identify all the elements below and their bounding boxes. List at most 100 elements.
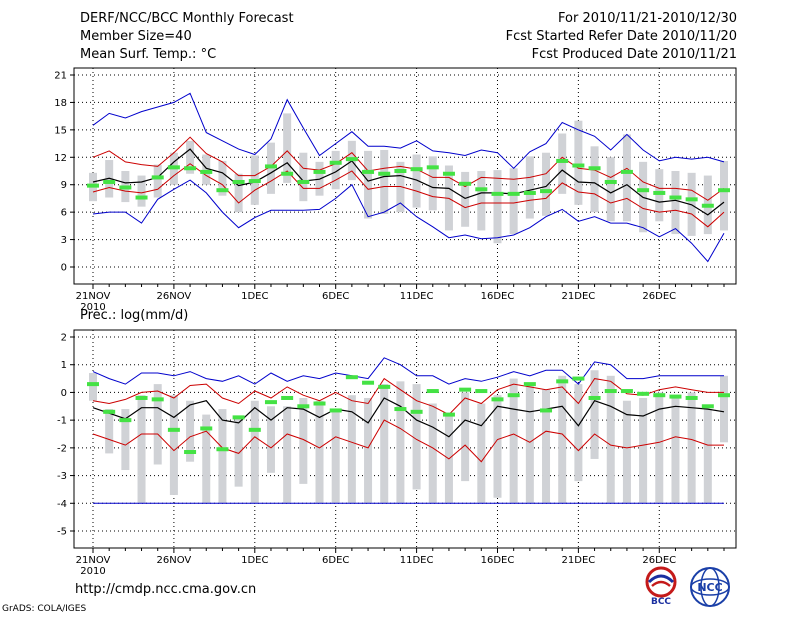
prec-median-marker <box>604 389 617 394</box>
prec-median-marker <box>620 389 633 394</box>
prec-median-marker <box>135 395 148 400</box>
prec-median-marker <box>491 397 504 402</box>
temp-median-marker <box>103 179 116 184</box>
temp-xtick-label: 21NOV <box>76 291 111 302</box>
prec-member-bar <box>315 400 324 504</box>
prec-median-marker <box>151 397 164 402</box>
prec-median-marker <box>653 393 666 398</box>
temp-median-marker <box>394 169 407 173</box>
temp-member-bar <box>558 133 567 194</box>
prec-year-label: 2010 <box>80 566 105 577</box>
prec-member-bar <box>493 395 502 498</box>
temp-member-bar <box>218 160 227 196</box>
prec-ytick-label: -3 <box>57 471 67 482</box>
temp-median-marker <box>167 165 180 170</box>
temp-median-marker <box>637 188 650 193</box>
temp-member-bar <box>380 149 389 214</box>
bcc-logo-text: BCC <box>651 597 671 606</box>
source-url-link[interactable]: http://cmdp.ncc.cma.gov.cn <box>75 582 257 597</box>
prec-median-marker <box>459 387 472 392</box>
temp-series-lower <box>92 163 725 228</box>
prec-median-marker <box>362 380 375 385</box>
prec-member-bar <box>687 392 696 504</box>
temp-ytick-label: 12 <box>54 153 67 164</box>
prec-member-bar <box>461 392 470 482</box>
prec-median-marker <box>345 375 358 380</box>
temp-member-bar <box>606 157 615 222</box>
prec-member-bar <box>477 403 486 504</box>
prec-member-bar <box>574 384 583 482</box>
temp-ytick-label: 3 <box>61 235 67 246</box>
temp-median-marker <box>313 169 326 174</box>
prec-member-bar <box>380 384 389 504</box>
temp-median-marker <box>604 179 617 184</box>
temp-xtick-label: 1DEC <box>241 291 268 302</box>
temp-xtick-label: 11DEC <box>400 291 434 302</box>
prec-member-bar <box>364 397 373 504</box>
temperature-variable-label: Mean Surf. Temp.: °C <box>80 47 217 62</box>
prec-median-marker <box>87 382 99 387</box>
temp-median-marker <box>572 163 585 168</box>
temp-median-marker <box>151 175 164 180</box>
temp-ytick-label: 21 <box>54 71 67 82</box>
temp-median-marker <box>491 191 504 196</box>
prec-median-marker <box>685 395 698 400</box>
temp-median-marker <box>410 167 423 172</box>
prec-member-bar <box>169 395 178 495</box>
prec-median-marker <box>378 384 391 389</box>
temp-member-bar <box>412 154 421 208</box>
prec-median-marker <box>119 418 132 423</box>
temp-ytick-label: 18 <box>54 98 67 109</box>
temp-member-bar <box>574 120 583 205</box>
prec-median-marker <box>556 379 569 384</box>
temp-median-marker <box>329 160 342 165</box>
temp-median-marker <box>556 158 569 163</box>
prec-median-marker <box>232 415 245 420</box>
prec-median-marker <box>572 376 585 381</box>
prec-series-lower <box>92 419 724 463</box>
prec-member-bar <box>590 370 599 459</box>
temp-median-marker <box>362 169 375 174</box>
prec-ytick-label: -4 <box>57 499 67 510</box>
forecast-period-label: For 2010/11/21-2010/12/30 <box>558 11 737 26</box>
prec-member-bar <box>137 395 146 504</box>
temp-member-bar <box>153 164 162 198</box>
prec-member-bar <box>202 414 211 504</box>
prec-xtick-label: 26DEC <box>642 555 676 566</box>
temp-median-marker <box>475 187 488 192</box>
temp-member-bar <box>671 171 680 235</box>
prec-member-bar <box>509 378 518 504</box>
temp-median-marker <box>87 183 99 188</box>
prec-median-marker <box>248 427 261 432</box>
temp-plot-frame <box>73 67 737 285</box>
prec-member-bar <box>525 384 534 504</box>
prec-member-bar <box>105 409 114 454</box>
temp-median-marker <box>248 179 261 184</box>
temp-median-marker <box>442 171 455 176</box>
prec-xtick-label: 11DEC <box>400 555 434 566</box>
prec-xtick-label: 6DEC <box>322 555 349 566</box>
prec-member-bar <box>283 406 292 504</box>
prec-xtick-label: 1DEC <box>241 555 268 566</box>
prec-member-bar <box>622 400 631 504</box>
temp-median-marker <box>620 169 633 174</box>
chart-title: DERF/NCC/BCC Monthly Forecast <box>80 11 294 26</box>
temp-xtick-label: 26NOV <box>157 291 192 302</box>
temp-member-bar <box>525 156 534 219</box>
temp-median-marker <box>653 190 666 195</box>
temp-median-marker <box>281 171 294 176</box>
prec-member-bar <box>655 392 664 504</box>
prec-member-bar <box>542 389 551 504</box>
prec-median-marker <box>184 450 197 455</box>
prec-ytick-label: -5 <box>57 527 67 538</box>
temp-ytick-label: 15 <box>54 125 67 136</box>
temp-median-marker <box>507 191 520 196</box>
temp-xtick-label: 16DEC <box>481 291 515 302</box>
temp-member-bar <box>720 160 728 231</box>
prec-series-max <box>92 357 724 385</box>
prec-member-bar <box>639 397 648 504</box>
temp-member-bar <box>493 170 502 244</box>
temp-median-marker <box>459 181 472 186</box>
prec-median-marker <box>523 382 536 387</box>
